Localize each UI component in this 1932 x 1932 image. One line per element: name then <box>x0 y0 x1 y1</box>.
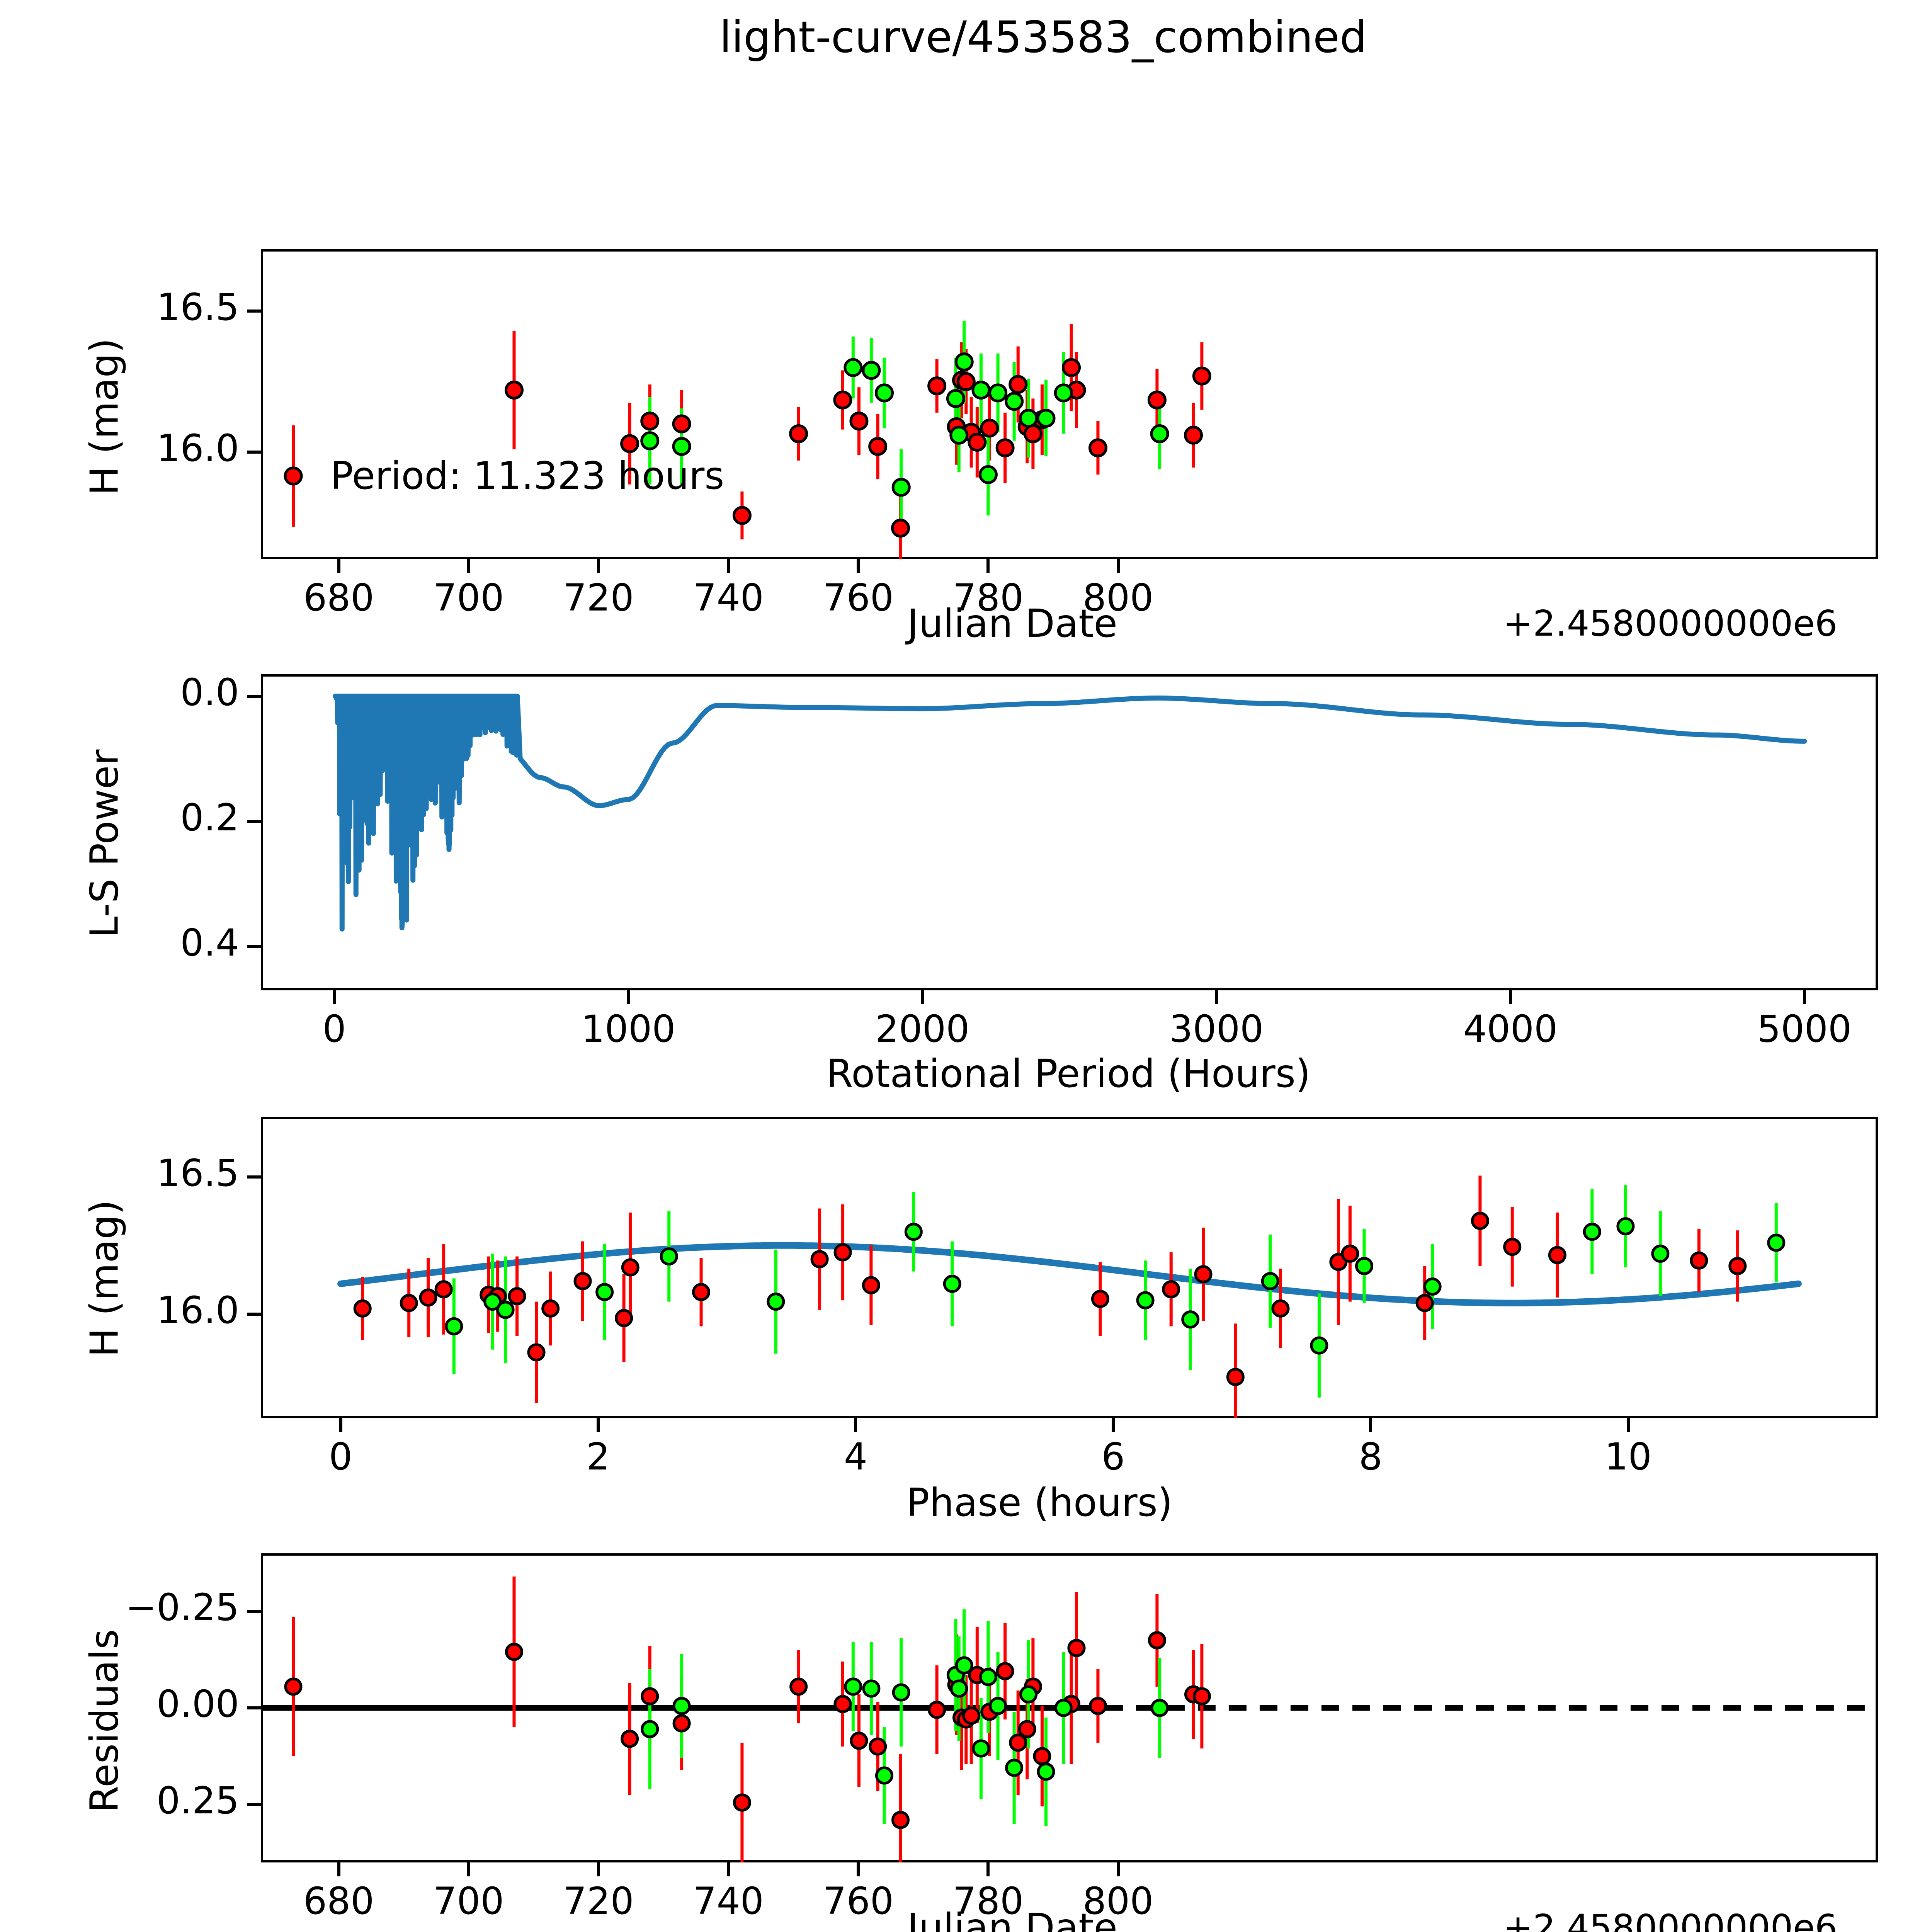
x-tick-label: 720 <box>563 1879 634 1923</box>
axis-label-phase-hours: Phase (hours) <box>906 1480 1173 1525</box>
tick-mark <box>857 559 860 573</box>
period-annotation: Period: 11.323 hours <box>330 454 724 498</box>
x-tick-label: 760 <box>823 576 894 619</box>
tick-mark <box>467 559 470 573</box>
tick-mark <box>247 1803 261 1806</box>
x-tick-label: 760 <box>823 1879 894 1923</box>
periodogram-plot-area <box>333 694 1807 932</box>
x-offset-text-1: +2.4580000000e6 <box>1503 603 1838 644</box>
residuals-plot-area <box>261 1577 1878 1862</box>
tick-mark <box>727 559 730 573</box>
tick-mark <box>247 945 261 948</box>
x-tick-label: 720 <box>563 576 634 619</box>
x-tick-label: 8 <box>1359 1435 1383 1478</box>
x-tick-label: 700 <box>433 1879 504 1923</box>
tick-mark <box>247 1610 261 1613</box>
x-tick-label: 6 <box>1101 1435 1125 1478</box>
tick-mark <box>337 1862 340 1876</box>
y-tick-label: 16.5 <box>156 1151 239 1195</box>
light-curve-plot-area <box>284 321 1211 559</box>
tick-mark <box>1509 990 1512 1004</box>
axis-label-julian-date-2: Julian Date <box>907 1905 1117 1932</box>
y-tick-label: −0.25 <box>125 1586 239 1629</box>
tick-mark <box>596 1418 600 1432</box>
x-tick-label: 800 <box>1082 576 1154 619</box>
x-tick-label: 680 <box>303 576 374 619</box>
axis-label-h-mag-1: H (mag) <box>82 338 127 496</box>
tick-mark <box>247 820 261 823</box>
y-tick-label: 0.2 <box>180 796 239 839</box>
y-tick-label: 0.4 <box>180 921 239 964</box>
tick-mark <box>247 1175 261 1179</box>
axes-frame-light-curve <box>261 249 1878 559</box>
tick-mark <box>921 990 924 1004</box>
y-tick-label: 0.00 <box>156 1682 239 1726</box>
axis-label-h-mag-2: H (mag) <box>82 1199 127 1357</box>
x-offset-text-2: +2.4580000000e6 <box>1503 1907 1838 1932</box>
x-tick-label: 800 <box>1082 1879 1154 1923</box>
panel-light-curve <box>261 249 1878 559</box>
tick-mark <box>247 694 261 698</box>
x-tick-label: 740 <box>693 576 764 619</box>
tick-mark <box>986 559 990 573</box>
panel-phase-folded <box>261 1117 1878 1418</box>
tick-mark <box>339 1418 342 1432</box>
tick-mark <box>627 990 630 1004</box>
tick-mark <box>333 990 336 1004</box>
axis-label-julian-date-1: Julian Date <box>907 601 1117 646</box>
x-tick-label: 780 <box>952 576 1024 619</box>
tick-mark <box>727 1862 730 1876</box>
x-tick-label: 1000 <box>581 1007 676 1051</box>
panel-residuals <box>261 1553 1878 1862</box>
x-tick-label: 4000 <box>1463 1007 1558 1051</box>
y-tick-label: 0.0 <box>180 670 239 714</box>
panel-periodogram <box>261 674 1878 990</box>
x-tick-label: 2000 <box>875 1007 970 1051</box>
tick-mark <box>597 559 600 573</box>
tick-mark <box>337 559 340 573</box>
x-tick-label: 2 <box>586 1435 610 1478</box>
tick-mark <box>247 450 261 454</box>
y-tick-label: 16.0 <box>156 1288 239 1332</box>
x-tick-label: 740 <box>693 1879 764 1923</box>
x-tick-label: 680 <box>303 1879 374 1923</box>
x-tick-label: 3000 <box>1169 1007 1264 1051</box>
tick-mark <box>1116 1862 1120 1876</box>
tick-mark <box>597 1862 600 1876</box>
tick-mark <box>467 1862 470 1876</box>
tick-mark <box>1214 990 1218 1004</box>
x-tick-label: 0 <box>322 1007 346 1051</box>
tick-mark <box>1626 1418 1630 1432</box>
phase-folded-plot-area <box>337 1175 1802 1418</box>
y-tick-label: 16.5 <box>156 286 239 329</box>
axis-label-rotational-period: Rotational Period (Hours) <box>826 1051 1311 1096</box>
y-tick-label: 16.0 <box>156 426 239 470</box>
x-tick-label: 700 <box>433 576 504 619</box>
tick-mark <box>854 1418 857 1432</box>
x-tick-label: 780 <box>952 1879 1024 1923</box>
tick-mark <box>1803 990 1806 1004</box>
page-title: light-curve/453583_combined <box>719 12 1367 63</box>
tick-mark <box>1116 559 1120 573</box>
tick-mark <box>247 1312 261 1316</box>
tick-mark <box>247 310 261 313</box>
x-tick-label: 4 <box>844 1435 867 1478</box>
tick-mark <box>1369 1418 1372 1432</box>
y-tick-label: 0.25 <box>156 1779 239 1822</box>
x-tick-label: 5000 <box>1757 1007 1852 1051</box>
tick-mark <box>1111 1418 1115 1432</box>
tick-mark <box>857 1862 860 1876</box>
x-tick-label: 10 <box>1604 1435 1652 1478</box>
tick-mark <box>247 1706 261 1709</box>
tick-mark <box>986 1862 990 1876</box>
x-tick-label: 0 <box>329 1435 353 1478</box>
